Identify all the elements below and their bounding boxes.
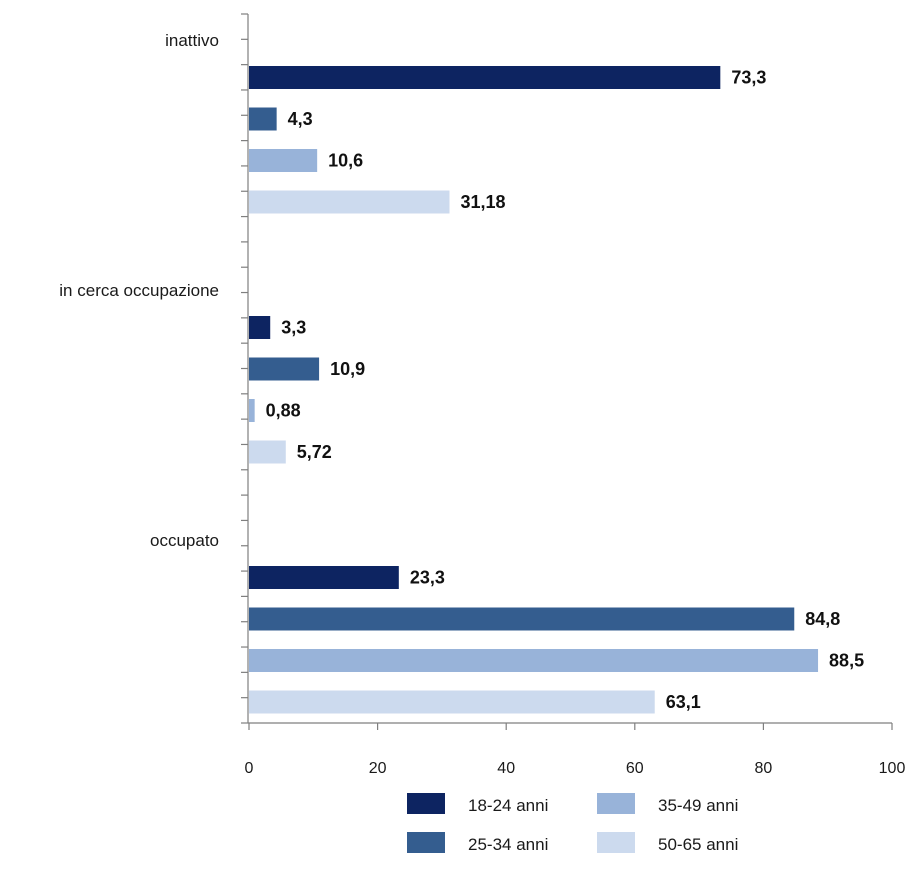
legend-label-25-34-anni: 25-34 anni	[468, 835, 548, 854]
data-label-inattivo-25-34-anni: 4,3	[288, 109, 313, 129]
bar-in-cerca-occupazione-25-34-anni	[249, 357, 320, 381]
x-tick-label: 80	[755, 760, 773, 777]
bar-in-cerca-occupazione-18-24-anni	[249, 316, 271, 339]
category-label-inattivo: inattivo	[165, 31, 219, 50]
bar-inattivo-18-24-anni	[249, 66, 721, 89]
legend-swatch-25-34-anni	[407, 832, 445, 853]
x-tick-label: 40	[497, 760, 515, 777]
legend: 18-24 anni 25-34 anni 35-49 anni 50-65 anni	[407, 793, 738, 854]
data-label-occupato-25-34-anni: 84,8	[805, 609, 840, 629]
legend-label-50-65-anni: 50-65 anni	[658, 835, 738, 854]
legend-swatch-50-65-anni	[597, 832, 635, 853]
x-tick-label: 0	[245, 760, 254, 777]
bar-occupato-50-65-anni	[249, 690, 655, 714]
data-label-inattivo-18-24-anni: 73,3	[731, 68, 766, 88]
legend-swatch-18-24-anni	[407, 793, 445, 814]
bars-layer: inattivo in cerca occupazione occupato 73,3…	[59, 31, 864, 714]
bar-occupato-25-34-anni	[249, 607, 795, 631]
bar-inattivo-25-34-anni	[249, 107, 277, 131]
legend-swatch-35-49-anni	[597, 793, 635, 814]
legend-label-35-49-anni: 35-49 anni	[658, 796, 738, 815]
x-tick-label: 20	[369, 760, 387, 777]
bar-occupato-18-24-anni	[249, 566, 399, 589]
data-label-in-cerca-occupazione-25-34-anni: 10,9	[330, 359, 365, 379]
data-label-occupato-50-65-anni: 63,1	[666, 692, 701, 712]
bar-in-cerca-occupazione-35-49-anni	[249, 399, 255, 422]
data-label-inattivo-35-49-anni: 10,6	[328, 151, 363, 171]
data-label-in-cerca-occupazione-35-49-anni: 0,88	[266, 401, 301, 421]
x-tick-label: 60	[626, 760, 644, 777]
bar-inattivo-50-65-anni	[249, 190, 450, 214]
bar-occupato-35-49-anni	[249, 649, 819, 672]
data-label-in-cerca-occupazione-18-24-anni: 3,3	[281, 318, 306, 338]
legend-label-18-24-anni: 18-24 anni	[468, 796, 548, 815]
data-label-inattivo-50-65-anni: 31,18	[460, 192, 505, 212]
data-label-occupato-18-24-anni: 23,3	[410, 568, 445, 588]
data-label-occupato-35-49-anni: 88,5	[829, 651, 864, 671]
category-label-occupato: occupato	[150, 531, 219, 550]
data-label-in-cerca-occupazione-50-65-anni: 5,72	[297, 442, 332, 462]
x-tick-label: 100	[879, 760, 906, 777]
axes-layer: 0 20 40 60 80 100	[241, 13, 906, 777]
bar-inattivo-35-49-anni	[249, 149, 318, 172]
bar-in-cerca-occupazione-50-65-anni	[249, 440, 286, 464]
category-label-in-cerca-occupazione: in cerca occupazione	[59, 281, 219, 300]
